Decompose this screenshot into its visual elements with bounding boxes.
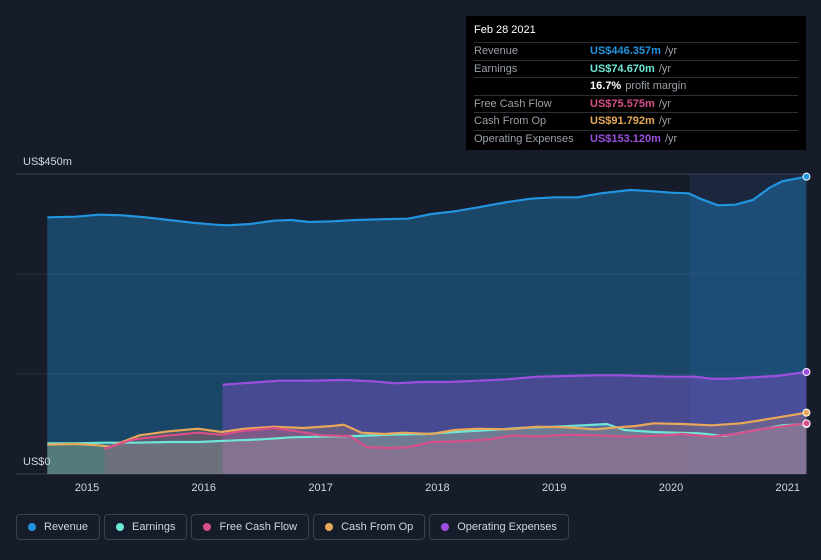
legend-dot-icon (203, 523, 212, 531)
x-tick-label: 2020 (659, 482, 683, 494)
x-tick-label: 2016 (192, 482, 216, 494)
x-tick-label: 2021 (776, 482, 800, 494)
tooltip-row-unit: profit margin (625, 80, 687, 93)
y-axis-top-label: US$450m (23, 156, 72, 168)
tooltip-row-unit: /yr (658, 62, 672, 75)
operating-expenses-line (222, 370, 807, 386)
x-tick-label: 2018 (425, 482, 449, 494)
tooltip-row-label: Operating Expenses (474, 132, 574, 145)
cash-from-op-end-point (802, 408, 811, 417)
legend-item-revenue[interactable]: Revenue (16, 514, 101, 540)
legend-label: Free Cash Flow (219, 521, 298, 533)
tooltip-row: Cash From Op US$91.792m/yr (474, 112, 798, 130)
tooltip-row-value: US$91.792m (590, 115, 655, 128)
tooltip-row-label: Earnings (474, 62, 518, 75)
y-axis-bottom-label: US$0 (23, 456, 51, 468)
legend-dot-icon (116, 523, 125, 531)
cash-from-op-line (47, 411, 807, 448)
tooltip-row: Revenue US$446.357m/yr (474, 42, 798, 60)
tooltip-row-value: US$153.120m (590, 132, 661, 145)
tooltip-row-unit: /yr (658, 115, 672, 128)
x-tick-label: 2017 (308, 482, 332, 494)
x-tick-label: 2019 (542, 482, 566, 494)
legend-dot-icon (28, 523, 36, 531)
tooltip-row-label (474, 78, 590, 95)
tooltip-row-label: Cash From Op (474, 115, 547, 128)
legend-dot-icon (441, 523, 450, 531)
tooltip-row-label: Free Cash Flow (474, 97, 552, 110)
legend-label: Revenue (44, 521, 89, 533)
legend-label: Operating Expenses (457, 521, 557, 533)
legend-item-earnings[interactable]: Earnings (104, 514, 188, 540)
operating-expenses-area (222, 372, 807, 474)
tooltip-row: Operating Expenses US$153.120m/yr (474, 129, 798, 148)
x-tick-label: 2015 (75, 482, 99, 494)
free-cash-flow-line (104, 422, 807, 450)
tooltip-row-unit: /yr (664, 132, 678, 145)
revenue-end-point (802, 172, 811, 181)
operating-expenses-end-point (802, 368, 811, 376)
tooltip-row-value: US$446.357m (590, 45, 661, 57)
free-cash-flow-area (104, 423, 807, 474)
tooltip-row-unit: /yr (664, 45, 678, 57)
legend-label: Cash From Op (341, 521, 414, 533)
earnings-line (47, 422, 807, 445)
tooltip-date: Feb 28 2021 (474, 24, 536, 36)
revenue-line (47, 175, 807, 227)
free-cash-flow-end-point (802, 419, 811, 428)
data-tooltip: Feb 28 2021 Revenue US$446.357m/yr Earning… (466, 16, 806, 150)
legend-item-free-cash-flow[interactable]: Free Cash Flow (191, 514, 310, 540)
tooltip-row: Earnings US$74.670m/yr (474, 59, 798, 78)
tooltip-row-label: Revenue (474, 45, 519, 57)
legend-item-cash-from-op[interactable]: Cash From Op (313, 514, 426, 540)
revenue-area (47, 176, 807, 474)
legend-label: Earnings (132, 521, 176, 533)
tooltip-row-value: US$75.575m (590, 97, 655, 110)
legend-item-operating-expenses[interactable]: Operating Expenses (429, 514, 569, 540)
tooltip-row-unit: /yr (658, 97, 672, 110)
legend-dot-icon (325, 523, 334, 531)
tooltip-row: 16.7% profit margin (474, 77, 798, 95)
tooltip-row-value: US$74.670m (590, 62, 655, 75)
tooltip-row: Free Cash Flow US$75.575m/yr (474, 94, 798, 113)
chart-legend: Revenue Earnings Free Cash Flow Cash From O… (16, 514, 569, 540)
tooltip-row-value: 16.7% (590, 80, 622, 93)
